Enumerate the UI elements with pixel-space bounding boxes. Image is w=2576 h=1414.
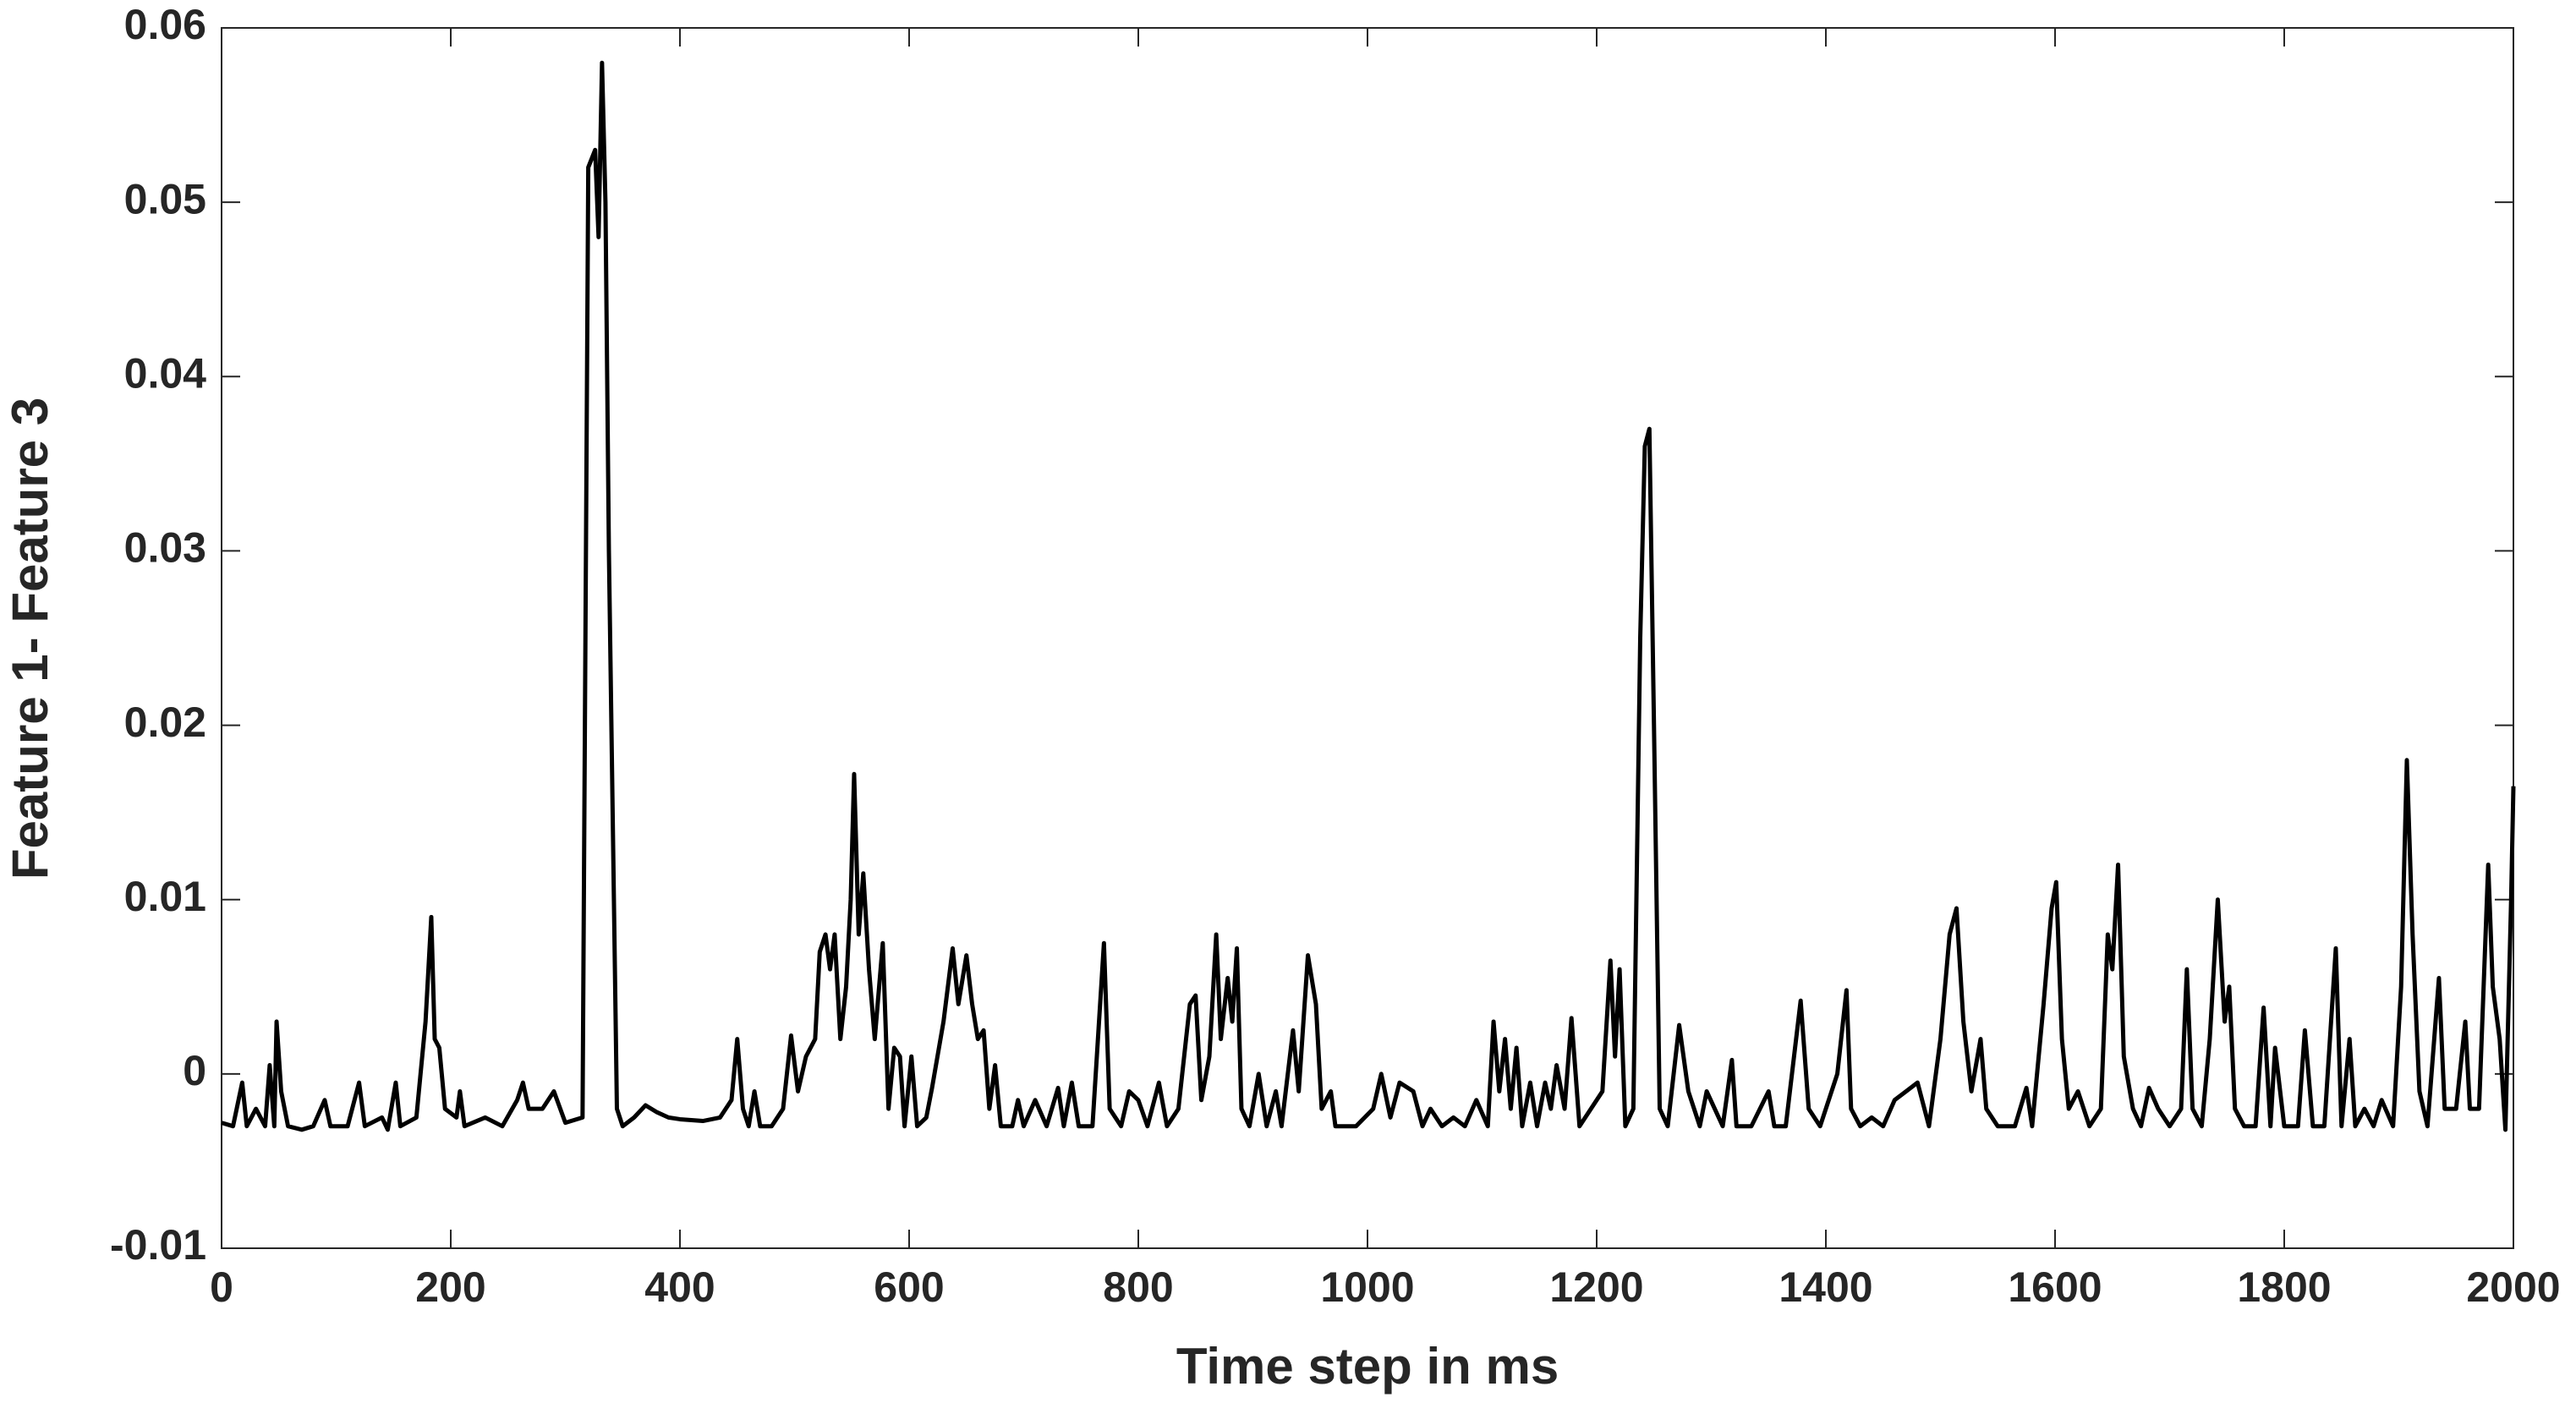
x-tick-label: 1000 — [1320, 1263, 1414, 1311]
y-tick-label: 0.04 — [124, 349, 207, 397]
x-tick-label: 0 — [210, 1263, 233, 1311]
y-tick-label: 0.03 — [124, 524, 206, 572]
x-tick-label: 2000 — [2466, 1263, 2560, 1311]
x-tick-label: 1400 — [1779, 1263, 1872, 1311]
y-tick-label: 0.05 — [124, 175, 206, 222]
x-tick-label: 1600 — [2008, 1263, 2102, 1311]
y-tick-label: 0.06 — [124, 1, 206, 48]
y-tick-label: 0.01 — [124, 873, 206, 920]
data-line — [221, 60, 2516, 1132]
x-tick-label: 600 — [874, 1263, 944, 1311]
x-tick-label: 1200 — [1549, 1263, 1643, 1311]
x-tick-label: 800 — [1103, 1263, 1173, 1311]
x-tick-label: 400 — [644, 1263, 715, 1311]
y-axis-label: Feature 1- Feature 3 — [2, 397, 58, 880]
y-tick-label: -0.01 — [110, 1221, 206, 1269]
x-axis-label: Time step in ms — [1176, 1338, 1559, 1395]
y-tick-label: 0.02 — [124, 699, 206, 746]
x-tick-label: 200 — [415, 1263, 485, 1311]
plot-frame — [221, 27, 2514, 1249]
x-tick-label: 1800 — [2237, 1263, 2331, 1311]
y-tick-label: 0 — [183, 1047, 206, 1094]
